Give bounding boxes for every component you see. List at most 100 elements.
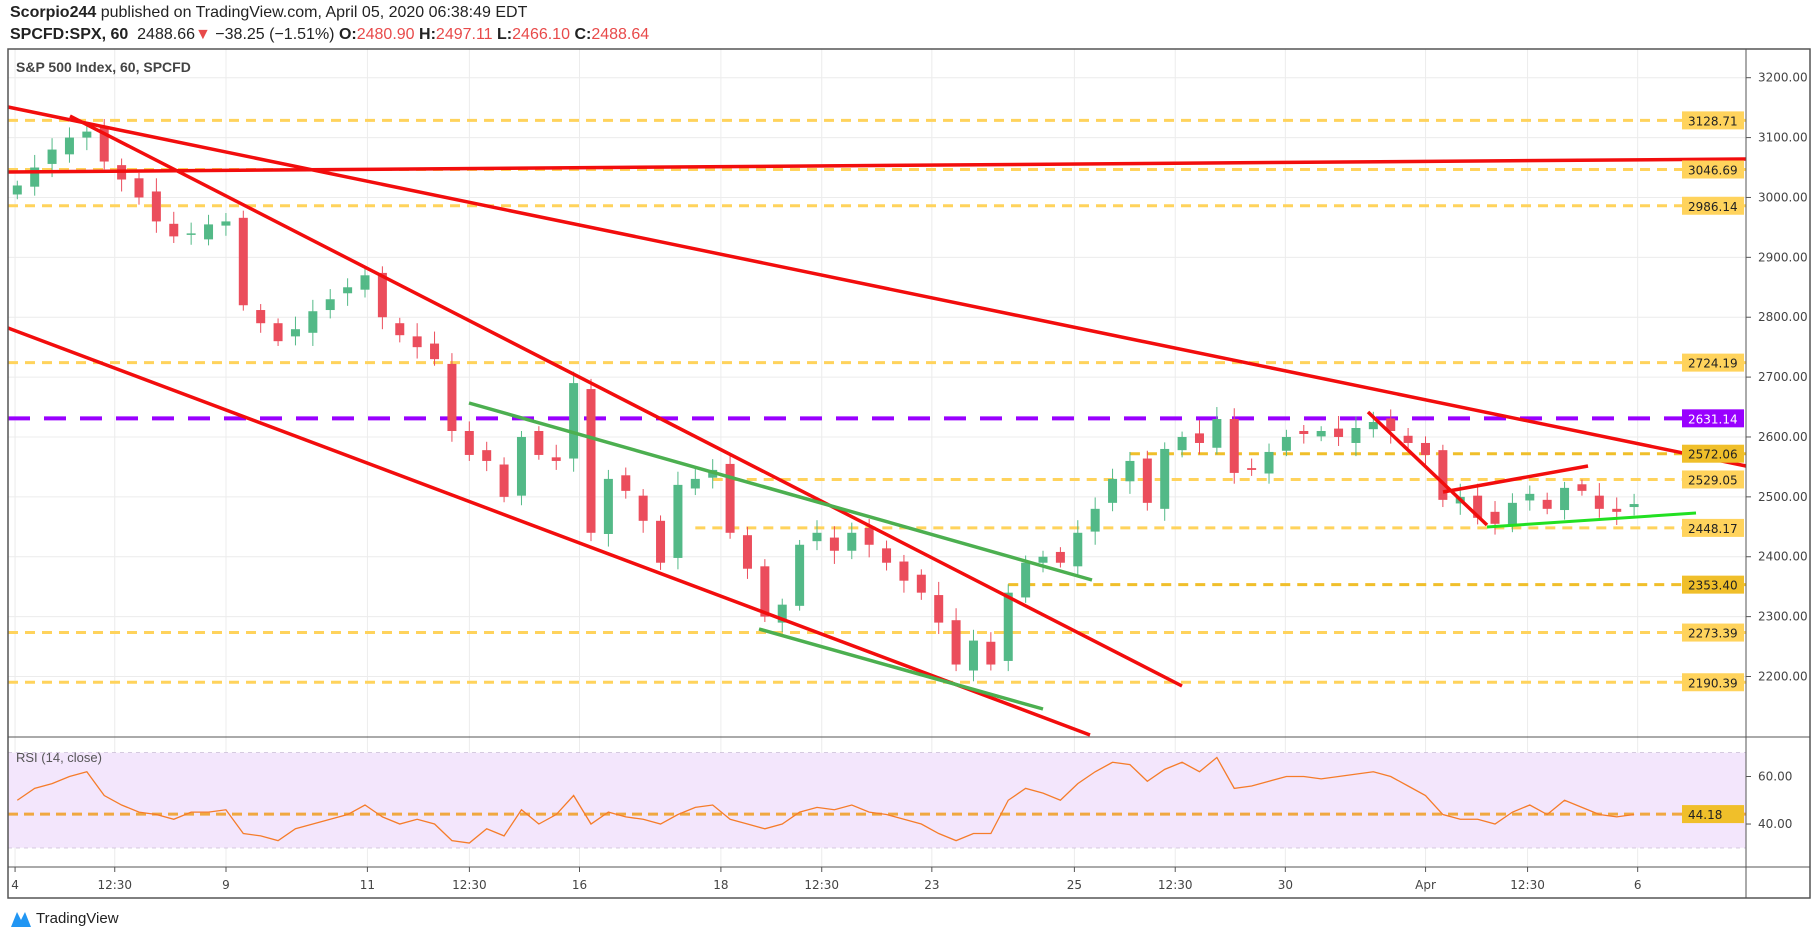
candle-body <box>1420 442 1430 455</box>
level-label: 3046.69 <box>1688 164 1738 178</box>
trendline-red[interactable] <box>7 326 1091 737</box>
candle-body <box>482 450 492 461</box>
candles <box>12 119 1639 682</box>
level-label-bg <box>1682 673 1744 692</box>
candle-body <box>30 167 40 187</box>
trendline-green[interactable] <box>758 627 1044 711</box>
time-label: 12:30 <box>452 878 487 892</box>
candle-body <box>1142 458 1152 503</box>
candle-body <box>308 311 318 333</box>
trendline-red[interactable] <box>7 157 1747 174</box>
candle-body <box>968 640 978 671</box>
rsi-tick-label: 60.00 <box>1758 770 1792 784</box>
trendlines[interactable] <box>7 105 1747 737</box>
purple-level-label: 2631.14 <box>1688 412 1738 426</box>
price-tick-label: 3100.00 <box>1758 131 1808 145</box>
candle-body <box>656 520 666 563</box>
logo-text: TradingView <box>36 909 119 927</box>
time-label: 16 <box>572 878 587 892</box>
price-tick-label: 2400.00 <box>1758 550 1808 564</box>
candle-body <box>1525 493 1535 501</box>
candle-body <box>1281 436 1291 451</box>
candle-body <box>82 131 92 138</box>
candle-body <box>221 221 231 226</box>
candle-body <box>1490 511 1500 524</box>
trendline-bright-green[interactable] <box>1486 511 1697 529</box>
level-label: 2986.14 <box>1688 200 1738 214</box>
levels <box>8 118 1746 816</box>
candle-body <box>1403 435 1413 443</box>
down-arrow-icon: ▼ <box>195 26 211 43</box>
price-tick-label: 2700.00 <box>1758 370 1808 384</box>
time-label: 12:30 <box>97 878 132 892</box>
axes: 4 12:30 9 11 12:30 16 18 12:30 23 25 12:30 30 Apr 12:… <box>7 48 1811 899</box>
candle-body <box>1090 508 1100 532</box>
rsi-label: RSI (14, close) <box>16 750 102 765</box>
candle-body <box>1629 504 1639 508</box>
level-label-bg <box>1682 444 1744 463</box>
close-label: C: <box>574 26 592 43</box>
candle-body <box>273 323 283 342</box>
low-label: L: <box>497 26 513 43</box>
candle-body <box>1264 451 1274 474</box>
candle-body <box>1177 436 1187 451</box>
price-tick-label: 2900.00 <box>1758 250 1808 264</box>
time-label: 12:30 <box>1510 878 1545 892</box>
level-label: 2572.06 <box>1688 448 1738 462</box>
candle-body <box>1438 450 1448 500</box>
candle-body <box>1055 551 1065 563</box>
high-value: 2497.11 <box>435 26 493 43</box>
price-tick-label: 3000.00 <box>1758 190 1808 204</box>
candle-body <box>725 463 735 533</box>
time-label: 23 <box>924 878 939 892</box>
candle-body <box>1021 562 1031 598</box>
candle-body <box>829 537 839 551</box>
candle-body <box>1368 422 1378 430</box>
candle-body <box>864 527 874 545</box>
candle-body <box>1038 556 1048 563</box>
candle-body <box>1247 468 1257 470</box>
publish-text: published on TradingView.com, April 05, … <box>100 4 528 21</box>
chart-frame <box>7 48 1811 899</box>
time-label: 30 <box>1278 878 1293 892</box>
candle-body <box>621 475 631 491</box>
candle-body <box>986 641 996 665</box>
candle-body <box>569 383 579 459</box>
candle-body <box>812 532 822 542</box>
level-label: 2448.17 <box>1688 522 1738 536</box>
time-label: 25 <box>1067 878 1082 892</box>
candle-body <box>99 126 109 162</box>
candle-body <box>1212 419 1222 448</box>
candle-body <box>204 224 214 240</box>
candle-body <box>795 544 805 606</box>
trendline-red[interactable] <box>1442 464 1589 494</box>
symbol-bar: SPCFD:SPX, 60 2488.66▼ −38.25 (−1.51%) O… <box>10 26 649 44</box>
author[interactable]: Scorpio244 <box>10 4 97 21</box>
candle-body <box>151 191 161 222</box>
candle-body <box>290 329 300 337</box>
trendline-red[interactable] <box>69 114 1183 688</box>
tradingview-logo[interactable]: TradingView <box>10 908 119 928</box>
time-label: 12:30 <box>804 878 839 892</box>
candle-body <box>951 620 961 665</box>
candle-body <box>760 566 770 617</box>
candle-body <box>1612 508 1622 512</box>
trendline-green[interactable] <box>468 401 1093 582</box>
level-label-bg <box>1682 575 1744 594</box>
time-label: 11 <box>360 878 375 892</box>
candle-body <box>916 574 926 593</box>
tradingview-logo-icon <box>11 912 31 927</box>
price-tick-label: 2800.00 <box>1758 310 1808 324</box>
open-label: O: <box>338 26 357 43</box>
trendline-red[interactable] <box>7 105 1747 468</box>
candle-body <box>551 457 561 461</box>
trendline-red[interactable] <box>1366 410 1489 527</box>
candle-body <box>1003 592 1013 661</box>
candle-body <box>1473 495 1483 518</box>
candle-body <box>47 149 57 164</box>
rsi-tick-label: 40.00 <box>1758 817 1792 831</box>
candle-body <box>777 604 787 623</box>
level-label: 2529.05 <box>1688 473 1738 487</box>
candle-body <box>412 336 422 348</box>
